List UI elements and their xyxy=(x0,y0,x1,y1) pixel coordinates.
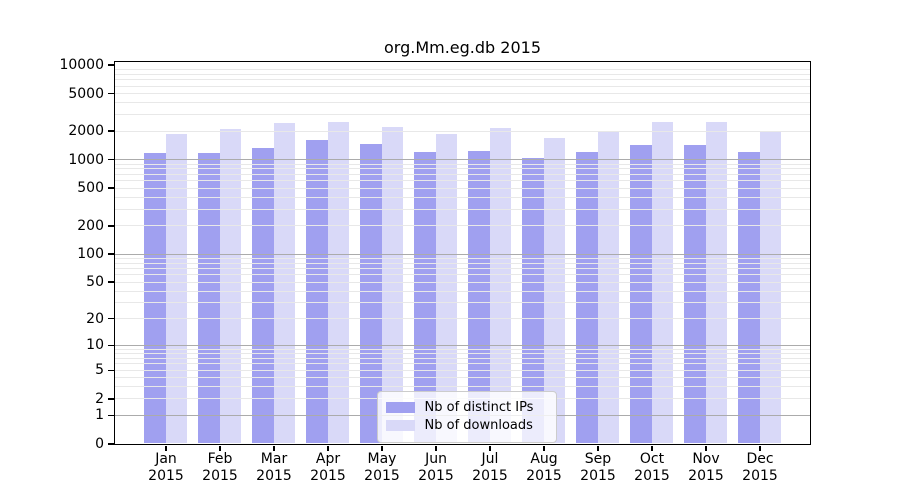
y-tick-label: 2000 xyxy=(68,123,104,140)
gridline-minor xyxy=(114,73,810,75)
x-tick-label: Nov 2015 xyxy=(688,451,724,484)
y-tick-label: 1 xyxy=(95,407,104,424)
x-tick-label: Apr 2015 xyxy=(310,451,346,484)
x-tick-label: Aug 2015 xyxy=(526,451,562,484)
legend-row-downloads: Nb of downloads xyxy=(385,418,548,434)
y-tick-mark xyxy=(108,414,114,417)
x-tick-mark xyxy=(489,445,491,451)
y-tick-label: 10000 xyxy=(59,56,104,73)
y-tick-mark xyxy=(108,281,114,283)
y-tick-label: 5 xyxy=(95,362,104,379)
y-tick-label: 5000 xyxy=(68,85,104,102)
bar-distinct-ips-nov xyxy=(684,144,706,444)
y-tick-mark xyxy=(108,317,114,320)
x-tick-label: Feb 2015 xyxy=(202,451,238,484)
x-tick-mark xyxy=(165,445,167,451)
legend-label-downloads: Nb of downloads xyxy=(424,418,533,433)
bar-distinct-ips-aug xyxy=(522,158,544,444)
y-tick-label: 200 xyxy=(77,217,104,234)
x-tick-mark xyxy=(543,445,545,451)
legend-label-distinct-ips: Nb of distinct IPs xyxy=(424,400,534,415)
y-tick-mark xyxy=(108,92,114,95)
bar-downloads-apr xyxy=(327,121,349,444)
x-tick-label: Jun 2015 xyxy=(418,451,454,484)
bar-distinct-ips-dec xyxy=(738,152,760,444)
y-tick-label: 2 xyxy=(95,390,104,407)
y-tick-label: 500 xyxy=(77,180,104,197)
bar-distinct-ips-feb xyxy=(198,153,220,444)
gridline-minor xyxy=(114,68,810,70)
y-tick-label: 10 xyxy=(86,337,104,354)
x-tick-label: Oct 2015 xyxy=(634,451,670,484)
plot-area: Nb of distinct IPs Nb of downloads xyxy=(113,60,811,445)
chart-title: org.Mm.eg.db 2015 xyxy=(383,38,541,57)
bar-distinct-ips-apr xyxy=(306,140,328,444)
y-tick-label: 0 xyxy=(95,436,104,452)
x-tick-mark xyxy=(705,445,707,451)
bar-downloads-dec xyxy=(759,130,781,444)
bar-distinct-ips-jan xyxy=(144,153,166,444)
y-tick-mark xyxy=(108,398,114,400)
bar-downloads-jul xyxy=(489,127,511,444)
x-tick-mark xyxy=(219,445,221,451)
bar-downloads-jun xyxy=(435,134,457,444)
y-tick-label: 1000 xyxy=(68,151,104,168)
y-tick-mark xyxy=(108,443,114,445)
bar-distinct-ips-sep xyxy=(576,152,598,444)
x-tick-label: Sep 2015 xyxy=(580,451,616,484)
y-tick-mark xyxy=(108,369,114,372)
legend-row-distinct-ips: Nb of distinct IPs xyxy=(385,400,548,416)
y-tick-mark xyxy=(108,344,114,347)
y-tick-mark xyxy=(108,253,114,255)
x-tick-mark xyxy=(651,445,653,451)
legend-swatch-distinct-ips xyxy=(385,402,415,413)
x-tick-mark xyxy=(759,445,761,451)
bar-distinct-ips-may xyxy=(360,143,382,444)
y-tick-label: 100 xyxy=(77,246,104,263)
y-tick-mark xyxy=(108,225,114,227)
legend: Nb of distinct IPs Nb of downloads xyxy=(376,390,557,443)
bar-distinct-ips-oct xyxy=(630,144,652,444)
y-tick-mark xyxy=(108,158,114,161)
x-tick-mark xyxy=(435,445,437,451)
y-tick-mark xyxy=(108,64,114,66)
gridline-minor xyxy=(114,102,810,104)
gridline-minor xyxy=(114,114,810,116)
x-tick-mark xyxy=(597,445,599,451)
x-tick-mark xyxy=(327,445,329,451)
x-tick-label: Dec 2015 xyxy=(742,451,778,484)
y-tick-label: 50 xyxy=(86,274,104,291)
x-tick-mark xyxy=(381,445,383,451)
bar-downloads-feb xyxy=(219,129,241,444)
y-tick-mark xyxy=(108,187,114,189)
bar-distinct-ips-mar xyxy=(252,148,274,444)
y-tick-mark xyxy=(108,130,114,132)
legend-swatch-downloads xyxy=(385,420,415,431)
bar-downloads-aug xyxy=(543,137,565,444)
bar-downloads-sep xyxy=(597,132,619,444)
bar-downloads-mar xyxy=(273,122,295,444)
bar-downloads-nov xyxy=(705,122,727,444)
x-tick-label: Mar 2015 xyxy=(256,451,292,484)
x-tick-label: May 2015 xyxy=(364,451,400,484)
y-tick-label: 20 xyxy=(86,310,104,327)
gridline-minor xyxy=(114,93,810,94)
x-tick-label: Jul 2015 xyxy=(472,451,508,484)
x-tick-label: Jan 2015 xyxy=(148,451,184,484)
bar-downloads-oct xyxy=(651,121,673,444)
gridline-minor xyxy=(114,79,810,81)
bar-downloads-jan xyxy=(165,133,187,444)
gridline-minor xyxy=(114,85,810,87)
x-tick-mark xyxy=(273,445,275,451)
